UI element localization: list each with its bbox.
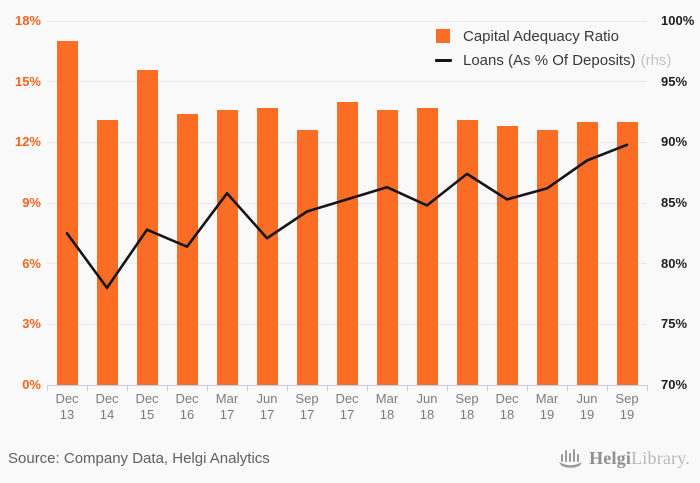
- loans-line: [65, 143, 629, 290]
- bar-capital-adequacy: [136, 69, 158, 385]
- y-axis-label: 9%: [22, 195, 41, 210]
- y-axis-label: 100%: [661, 13, 695, 28]
- axis-tick: [487, 385, 488, 391]
- y-axis-label: 0%: [22, 377, 41, 392]
- x-axis-labels: Dec 13 Dec 14 Dec 15 Dec 16 Mar 17 Jun 17 Sep …: [47, 391, 647, 425]
- x-axis-label: Mar 18: [375, 391, 399, 422]
- y-axis-label: 85%: [661, 195, 688, 210]
- x-axis-label: Mar 17: [215, 391, 239, 422]
- bar-capital-adequacy: [256, 107, 278, 385]
- x-axis-label: Sep 18: [455, 391, 479, 422]
- axis-tick: [47, 385, 48, 391]
- legend-label: Loans (As % Of Deposits): [463, 51, 636, 69]
- bar-capital-adequacy: [616, 122, 638, 385]
- line-swatch-icon: [432, 58, 454, 62]
- y-axis-label: 75%: [661, 316, 688, 332]
- bar-capital-adequacy: [336, 101, 358, 385]
- axis-tick: [327, 385, 328, 391]
- x-axis-label: Dec 13: [55, 391, 79, 422]
- x-axis-line: [47, 385, 647, 386]
- axis-tick: [87, 385, 88, 391]
- legend-rhs-note: (rhs): [640, 51, 672, 69]
- y-axis-label: 18%: [14, 13, 41, 28]
- y-axis-label: 80%: [661, 255, 688, 271]
- bar-capital-adequacy: [176, 114, 198, 385]
- axis-tick: [527, 385, 528, 391]
- y-axis-label: 95%: [661, 73, 688, 89]
- bar-capital-adequacy: [56, 41, 78, 385]
- brand-name-light: Library.: [631, 447, 690, 468]
- legend: Capital Adequacy Ratio Loans (As % Of De…: [432, 26, 671, 74]
- loans-line-path: [65, 143, 629, 290]
- bar-capital-adequacy: [416, 107, 438, 385]
- y-axis-label: 6%: [22, 255, 41, 271]
- x-axis-label: Dec 16: [175, 391, 199, 422]
- x-axis-label: Jun 17: [256, 391, 278, 422]
- x-axis-label: Dec 14: [95, 391, 119, 422]
- x-axis-label: Sep 17: [295, 391, 319, 422]
- ship-icon-shapes: [559, 449, 583, 468]
- x-axis-label: Dec 17: [335, 391, 359, 422]
- axis-tick: [207, 385, 208, 391]
- x-axis-label: Dec 18: [495, 391, 519, 422]
- x-axis-label: Jun 19: [576, 391, 598, 422]
- axis-tick: [407, 385, 408, 391]
- right-axis-labels: 100% 95% 90% 85% 80% 75% 70%: [661, 0, 700, 440]
- axis-tick: [367, 385, 368, 391]
- bar-capital-adequacy: [296, 130, 318, 385]
- brand-logo: HelgiLibrary.: [558, 448, 690, 469]
- axis-tick: [447, 385, 448, 391]
- bar-swatch-icon: [432, 29, 454, 43]
- y-axis-label: 15%: [14, 73, 41, 89]
- y-axis-label: 3%: [22, 316, 41, 332]
- x-axis-label: Mar 19: [535, 391, 559, 422]
- axis-tick: [567, 385, 568, 391]
- bar-capital-adequacy: [496, 126, 518, 385]
- y-axis-label: 90%: [661, 134, 688, 150]
- bar-capital-adequacy: [96, 120, 118, 385]
- left-axis-labels: 18% 15% 12% 9% 6% 3% 0%: [0, 0, 41, 440]
- legend-label: Capital Adequacy Ratio: [463, 27, 619, 45]
- bar-capital-adequacy: [576, 122, 598, 385]
- axis-tick: [647, 385, 648, 391]
- source-text: Source: Company Data, Helgi Analytics: [8, 449, 270, 467]
- legend-item-loans: Loans (As % Of Deposits) (rhs): [432, 50, 671, 70]
- bar-capital-adequacy: [216, 109, 238, 385]
- footer: Source: Company Data, Helgi Analytics He…: [8, 444, 690, 472]
- legend-item-capital-adequacy: Capital Adequacy Ratio: [432, 26, 671, 46]
- brand-name-bold: Helgi: [589, 447, 632, 468]
- bar-capital-adequacy: [376, 109, 398, 385]
- x-axis-label: Dec 15: [135, 391, 159, 422]
- x-axis-label: Jun 18: [416, 391, 438, 422]
- axis-tick: [607, 385, 608, 391]
- chart: 18% 15% 12% 9% 6% 3% 0% 100% 95% 90% 85% 80% 75% 70%…: [0, 0, 700, 440]
- x-axis-label: Sep 19: [615, 391, 639, 422]
- gridline: [47, 81, 647, 83]
- axis-tick: [127, 385, 128, 391]
- axis-tick: [167, 385, 168, 391]
- y-axis-label: 70%: [661, 377, 688, 392]
- bar-capital-adequacy: [536, 130, 558, 385]
- y-axis-label: 12%: [14, 134, 41, 150]
- ship-icon: [559, 449, 583, 468]
- axis-tick: [287, 385, 288, 391]
- axis-tick: [247, 385, 248, 391]
- plot-area: [47, 20, 648, 391]
- gridline: [47, 20, 647, 22]
- bar-capital-adequacy: [456, 120, 478, 385]
